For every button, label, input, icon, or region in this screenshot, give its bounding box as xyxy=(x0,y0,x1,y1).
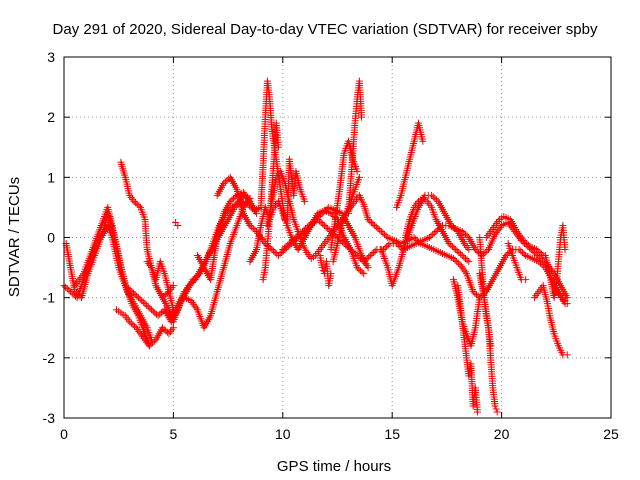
series-track-19 xyxy=(316,252,335,290)
series-track-29 xyxy=(476,234,495,350)
series-track-4 xyxy=(113,306,177,350)
y-tick-label: -1 xyxy=(43,290,56,306)
x-tick-label: 0 xyxy=(60,426,68,442)
point-markers xyxy=(172,218,182,229)
point-markers xyxy=(454,282,482,416)
y-axis-title: SDTVAR / TECUs xyxy=(6,177,23,297)
y-tick-label: -3 xyxy=(43,410,56,426)
series-track-6 xyxy=(143,258,177,314)
x-tick-label: 25 xyxy=(603,426,619,442)
x-tick-label: 15 xyxy=(384,426,400,442)
x-tick-label: 20 xyxy=(494,426,510,442)
x-tick-label: 5 xyxy=(170,426,178,442)
y-tick-label: 1 xyxy=(47,169,55,185)
series-track-34 xyxy=(552,288,571,308)
series-track-33 xyxy=(541,221,569,302)
y-tick-label: 0 xyxy=(47,230,55,246)
y-tick-label: 3 xyxy=(47,49,55,65)
series-track-27 xyxy=(454,282,482,416)
series-track-31 xyxy=(504,240,530,284)
x-tick-label: 10 xyxy=(275,426,291,442)
series-track-10 xyxy=(193,188,261,284)
point-markers xyxy=(401,194,473,266)
point-markers xyxy=(482,212,547,260)
point-markers xyxy=(504,240,530,284)
series-track-9 xyxy=(180,194,254,332)
point-markers xyxy=(283,155,309,229)
point-markers xyxy=(327,137,361,254)
point-markers xyxy=(193,188,261,284)
x-axis-title: GPS time / hours xyxy=(277,458,391,475)
point-markers xyxy=(113,306,177,350)
series-track-30 xyxy=(482,212,547,260)
series-track-23 xyxy=(377,191,473,290)
point-markers xyxy=(530,282,571,359)
series-track-18 xyxy=(283,155,309,229)
axis-ticks: 0 5 10 15 20 25 -3 -2 -1 0 1 2 3 xyxy=(43,49,619,442)
series-track-11 xyxy=(172,218,182,229)
series-track-12 xyxy=(213,173,571,302)
point-markers xyxy=(552,288,571,308)
y-tick-label: 2 xyxy=(47,109,55,125)
point-markers xyxy=(541,221,569,302)
point-markers xyxy=(393,119,427,211)
series-track-25 xyxy=(401,194,473,266)
point-markers xyxy=(143,258,177,314)
series-track-3 xyxy=(71,203,153,350)
point-markers xyxy=(213,173,571,302)
series-track-32 xyxy=(530,282,571,359)
point-markers xyxy=(316,252,335,290)
series-track-24 xyxy=(393,119,427,211)
point-markers xyxy=(180,194,254,332)
point-markers xyxy=(71,203,153,350)
y-tick-label: -2 xyxy=(43,350,56,366)
point-markers xyxy=(476,234,495,350)
data-marks xyxy=(60,77,571,416)
series-track-22 xyxy=(327,137,361,254)
chart-title: Day 291 of 2020, Sidereal Day-to-day VTE… xyxy=(53,21,598,38)
point-markers xyxy=(377,191,473,290)
